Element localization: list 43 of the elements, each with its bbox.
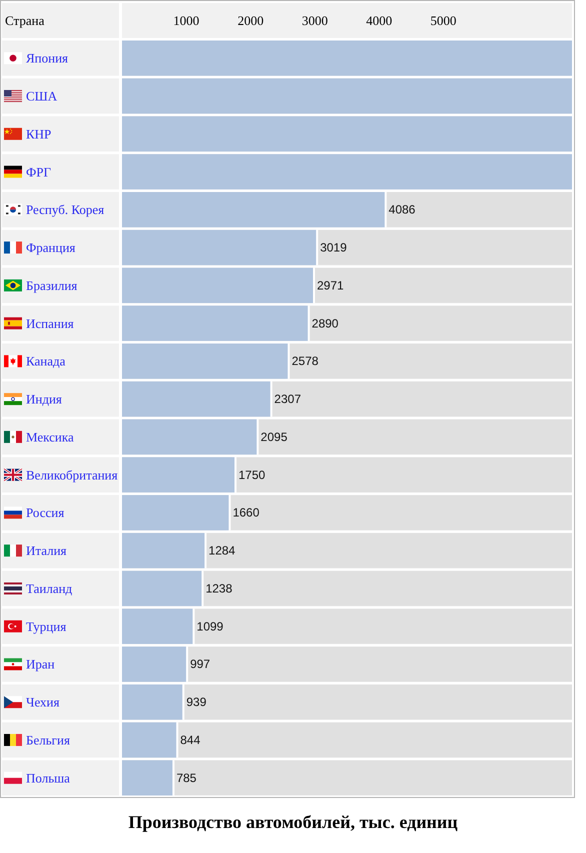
data-label: 844 xyxy=(180,732,201,747)
data-label: 939 xyxy=(186,695,207,710)
y-tick-label: Бельгия xyxy=(26,732,70,748)
y-tick-label: Респуб. Корея xyxy=(26,202,104,218)
y-tick-label: ФРГ xyxy=(26,164,52,180)
x-tick-label: 2000 xyxy=(238,13,264,28)
x-tick-label: 4000 xyxy=(366,13,392,28)
y-tick-label: Таиланд xyxy=(26,580,73,596)
data-label: 2095 xyxy=(260,430,288,444)
data-label: 4086 xyxy=(388,202,416,217)
y-tick-label: Мексика xyxy=(26,429,74,444)
y-tick-label: Бразилия xyxy=(26,278,78,293)
text: Производство автомобилей, тыс. единиц xyxy=(128,812,458,832)
y-tick-label: Польша xyxy=(26,770,70,786)
y-tick-label: Индия xyxy=(26,392,62,407)
x-tick-label: 1000 xyxy=(173,13,200,28)
data-label: 1238 xyxy=(206,581,233,596)
x-tick-label: 3000 xyxy=(302,13,328,28)
data-label: 1750 xyxy=(238,468,266,482)
data-label: 1099 xyxy=(196,619,224,634)
y-tick-label: Чехия xyxy=(26,694,60,710)
data-label: 2307 xyxy=(274,392,302,406)
y-tick-label: Испания xyxy=(26,316,74,331)
data-label: 1284 xyxy=(208,544,236,558)
data-label: 2971 xyxy=(316,278,344,292)
data-label: 785 xyxy=(176,770,197,785)
data-label: 2578 xyxy=(292,354,319,368)
x-tick-label: 5000 xyxy=(430,13,456,28)
data-label: 997 xyxy=(190,657,210,672)
data-label: 3019 xyxy=(320,240,348,255)
data-label: 1660 xyxy=(232,506,260,520)
y-tick-label: США xyxy=(26,88,58,104)
y-tick-label: Иран xyxy=(26,656,55,672)
y-tick-label: Италия xyxy=(26,543,67,558)
y-tick-label: КНР xyxy=(26,126,52,142)
y-tick-label: Япония xyxy=(26,50,68,66)
y-tick-label: Франция xyxy=(26,240,76,256)
y-tick-label: Россия xyxy=(26,505,64,520)
y-axis-title: Страна xyxy=(5,13,45,28)
data-label: 2890 xyxy=(312,316,339,330)
y-tick-label: Канада xyxy=(26,354,66,369)
y-tick-label: Великобритания xyxy=(26,467,118,482)
y-tick-label: Турция xyxy=(26,618,66,634)
